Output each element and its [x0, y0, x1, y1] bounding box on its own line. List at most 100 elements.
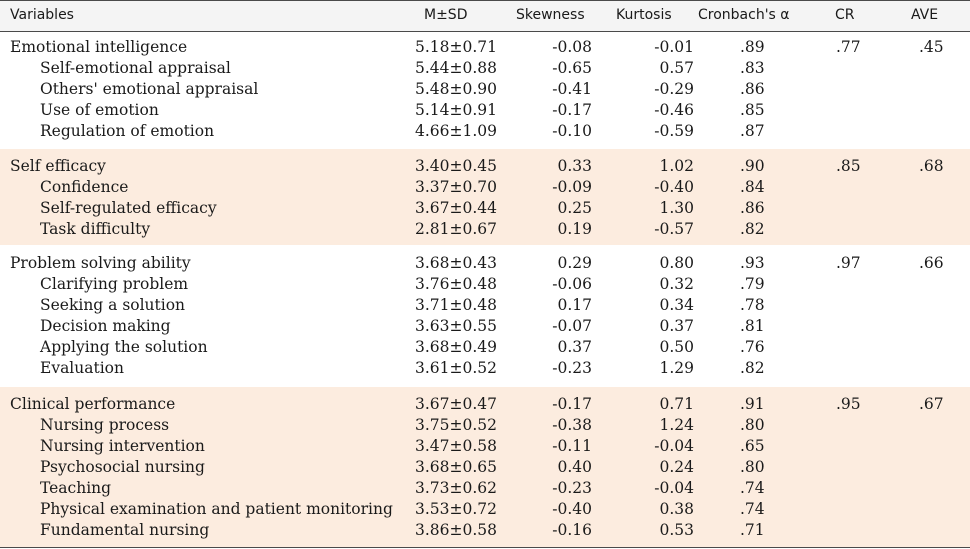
- variable-name: Nursing intervention: [40, 437, 205, 455]
- cronbach-value: .80: [740, 458, 765, 476]
- table-row: Use of emotion 5.14±0.91 -0.17 -0.46 .85: [0, 100, 970, 121]
- variable-name: Task difficulty: [40, 220, 151, 238]
- kurtosis-value: -0.46: [654, 101, 694, 119]
- msd-value: 5.44±0.88: [415, 59, 498, 77]
- kurtosis-value: 0.38: [659, 500, 694, 518]
- cronbach-value: .81: [740, 317, 765, 335]
- group-problem-solving: Problem solving ability 3.68±0.43 0.29 0…: [0, 249, 970, 383]
- table-row: Clarifying problem 3.76±0.48 -0.06 0.32 …: [0, 274, 970, 295]
- variable-name: Others' emotional appraisal: [40, 80, 259, 98]
- skewness-value: 0.40: [557, 458, 592, 476]
- kurtosis-value: 1.24: [659, 416, 694, 434]
- variable-name: Use of emotion: [40, 101, 159, 119]
- variable-name: Nursing process: [40, 416, 170, 434]
- cronbach-value: .85: [740, 101, 765, 119]
- header-variables: Variables: [10, 7, 74, 23]
- table-row: Fundamental nursing 3.86±0.58 -0.16 0.53…: [0, 520, 970, 541]
- msd-value: 5.48±0.90: [415, 80, 498, 98]
- cronbach-value: .89: [740, 38, 765, 56]
- msd-value: 3.67±0.47: [415, 395, 498, 413]
- ave-value: .67: [919, 395, 944, 413]
- header-msd: M±SD: [424, 7, 468, 23]
- header-ave: AVE: [911, 7, 939, 23]
- table-row: Self efficacy 3.40±0.45 0.33 1.02 .90 .8…: [0, 156, 970, 177]
- variable-name: Psychosocial nursing: [40, 458, 205, 476]
- header-kurtosis: Kurtosis: [616, 7, 672, 23]
- skewness-value: -0.07: [552, 317, 592, 335]
- kurtosis-value: 0.57: [659, 59, 694, 77]
- skewness-value: -0.17: [552, 101, 592, 119]
- variable-name: Physical examination and patient monitor…: [40, 500, 393, 518]
- cronbach-value: .82: [740, 220, 765, 238]
- msd-value: 3.71±0.48: [415, 296, 498, 314]
- cr-value: .85: [836, 157, 861, 175]
- msd-value: 3.68±0.43: [415, 254, 498, 272]
- variable-name: Clarifying problem: [40, 275, 189, 293]
- msd-value: 3.86±0.58: [415, 521, 498, 539]
- skewness-value: -0.23: [552, 479, 592, 497]
- msd-value: 4.66±1.09: [415, 122, 498, 140]
- msd-value: 3.47±0.58: [415, 437, 498, 455]
- cronbach-value: .90: [740, 157, 765, 175]
- variable-name: Decision making: [40, 317, 171, 335]
- skewness-value: -0.09: [552, 178, 592, 196]
- variable-name: Regulation of emotion: [40, 122, 215, 140]
- cronbach-value: .78: [740, 296, 765, 314]
- skewness-value: 0.17: [557, 296, 592, 314]
- header-cronbach: Cronbach's α: [698, 7, 790, 23]
- msd-value: 3.37±0.70: [415, 178, 498, 196]
- variable-name: Confidence: [40, 178, 129, 196]
- msd-value: 3.76±0.48: [415, 275, 498, 293]
- cronbach-value: .65: [740, 437, 765, 455]
- kurtosis-value: 0.71: [659, 395, 694, 413]
- cronbach-value: .91: [740, 395, 765, 413]
- kurtosis-value: -0.01: [654, 38, 694, 56]
- kurtosis-value: 0.37: [659, 317, 694, 335]
- table-row: Problem solving ability 3.68±0.43 0.29 0…: [0, 253, 970, 274]
- skewness-value: -0.65: [552, 59, 592, 77]
- kurtosis-value: 0.53: [659, 521, 694, 539]
- ave-value: .68: [919, 157, 944, 175]
- kurtosis-value: 0.80: [659, 254, 694, 272]
- table-row: Task difficulty 2.81±0.67 0.19 -0.57 .82: [0, 219, 970, 240]
- kurtosis-value: 1.02: [659, 157, 694, 175]
- table-row: Confidence 3.37±0.70 -0.09 -0.40 .84: [0, 177, 970, 198]
- table-row: Nursing process 3.75±0.52 -0.38 1.24 .80: [0, 415, 970, 436]
- skewness-value: 0.33: [557, 157, 592, 175]
- table-row: Evaluation 3.61±0.52 -0.23 1.29 .82: [0, 358, 970, 379]
- table-row: Clinical performance 3.67±0.47 -0.17 0.7…: [0, 394, 970, 415]
- table-row: Self-emotional appraisal 5.44±0.88 -0.65…: [0, 58, 970, 79]
- ave-value: .45: [919, 38, 944, 56]
- variable-name: Evaluation: [40, 359, 124, 377]
- variable-name: Emotional intelligence: [10, 38, 188, 56]
- cr-value: .97: [836, 254, 861, 272]
- cronbach-value: .83: [740, 59, 765, 77]
- kurtosis-value: -0.59: [654, 122, 694, 140]
- msd-value: 3.67±0.44: [415, 199, 498, 217]
- skewness-value: 0.37: [557, 338, 592, 356]
- table-bottom-rule: [0, 547, 970, 548]
- ave-value: .66: [919, 254, 944, 272]
- variable-name: Self-emotional appraisal: [40, 59, 231, 77]
- cronbach-value: .74: [740, 479, 765, 497]
- cr-value: .77: [836, 38, 861, 56]
- skewness-value: -0.11: [552, 437, 592, 455]
- header-cr: CR: [835, 7, 855, 23]
- table-header: Variables M±SD Skewness Kurtosis Cronbac…: [0, 0, 970, 32]
- skewness-value: 0.29: [557, 254, 592, 272]
- kurtosis-value: -0.04: [654, 437, 694, 455]
- skewness-value: 0.19: [557, 220, 592, 238]
- skewness-value: -0.23: [552, 359, 592, 377]
- table-row: Seeking a solution 3.71±0.48 0.17 0.34 .…: [0, 295, 970, 316]
- skewness-value: -0.06: [552, 275, 592, 293]
- skewness-value: -0.41: [552, 80, 592, 98]
- msd-value: 3.53±0.72: [415, 500, 498, 518]
- variable-name: Seeking a solution: [40, 296, 186, 314]
- msd-value: 3.73±0.62: [415, 479, 498, 497]
- msd-value: 3.68±0.49: [415, 338, 498, 356]
- table-row: Teaching 3.73±0.62 -0.23 -0.04 .74: [0, 478, 970, 499]
- skewness-value: -0.16: [552, 521, 592, 539]
- cronbach-value: .74: [740, 500, 765, 518]
- cronbach-value: .93: [740, 254, 765, 272]
